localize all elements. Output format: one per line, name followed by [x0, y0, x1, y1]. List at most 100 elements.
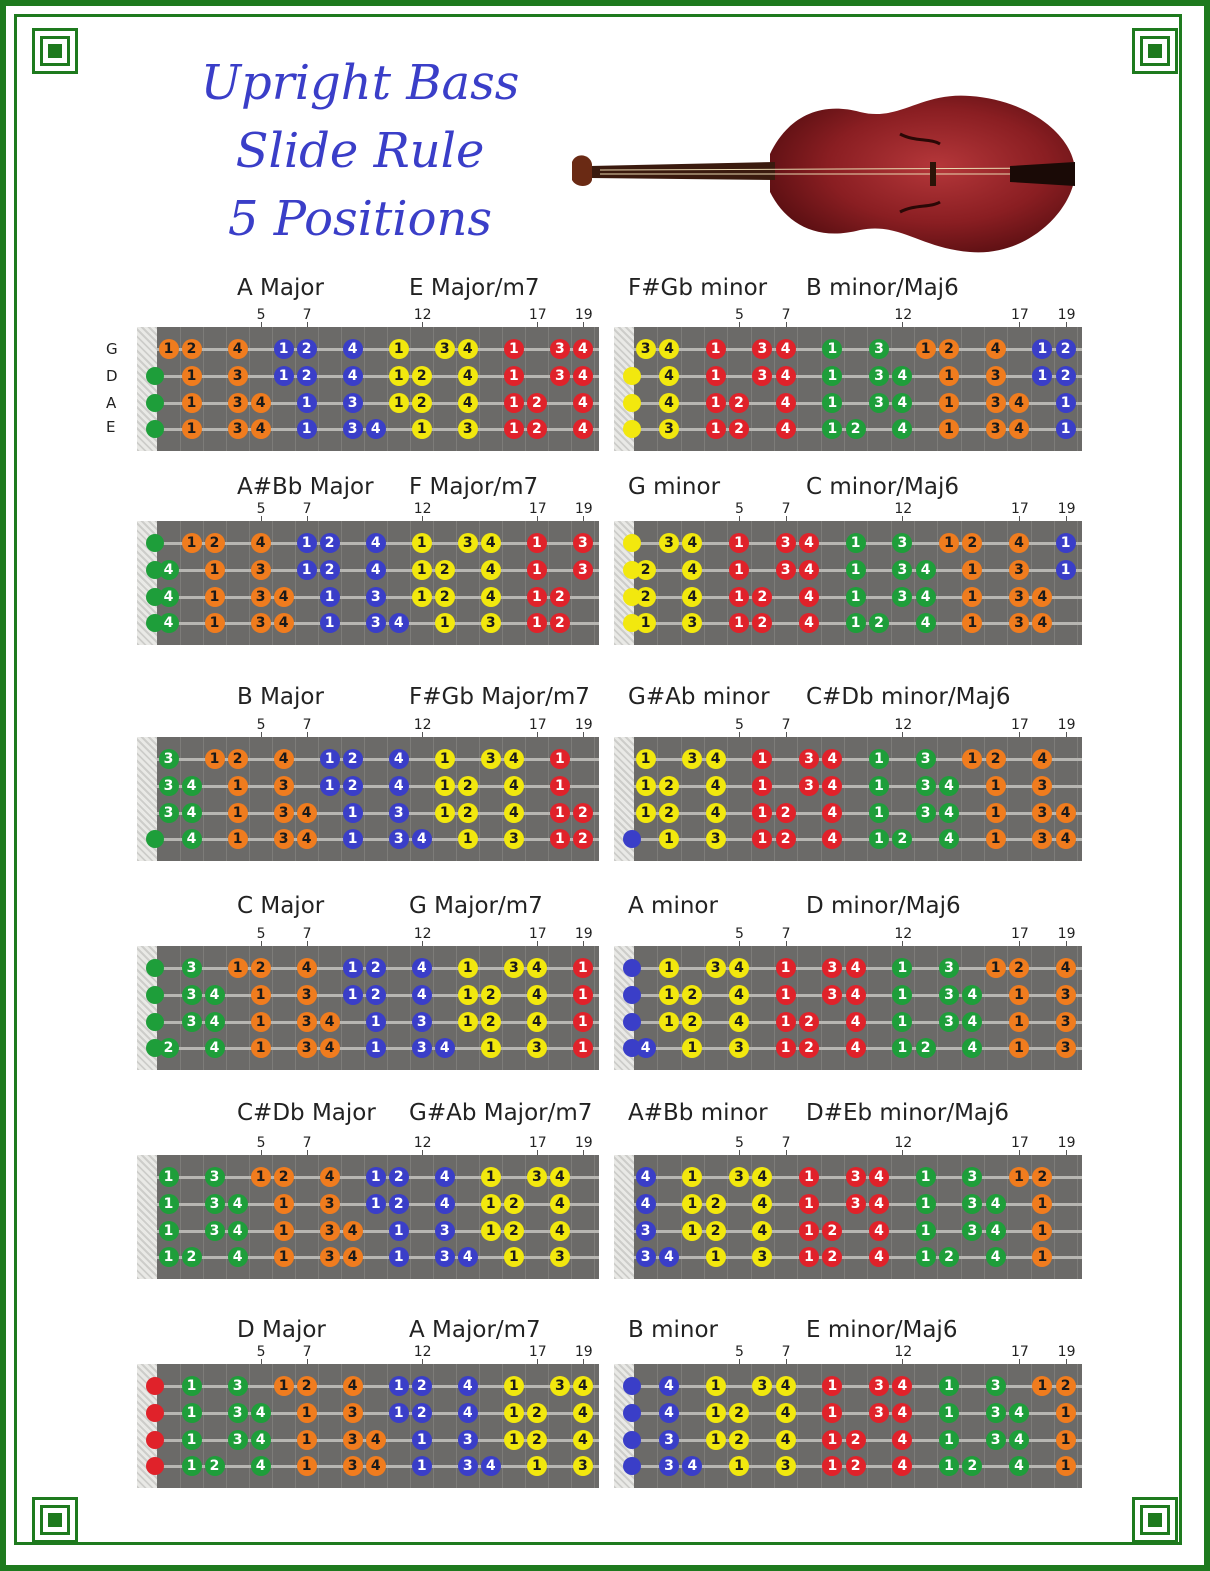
fret-line [180, 521, 182, 645]
note-dot: 4 [319, 1012, 340, 1032]
fret-line [1007, 1364, 1009, 1488]
note-dot: 3 [342, 1403, 363, 1423]
note-dot: 1 [1055, 533, 1076, 553]
fret-marker-tick [739, 322, 740, 328]
note-dot: 2 [296, 1376, 317, 1396]
note-dot: 1 [705, 419, 726, 439]
note-dot: 4 [1032, 613, 1053, 633]
fret-line [1007, 737, 1009, 861]
note-dot: 4 [705, 749, 726, 769]
note-dot: 2 [799, 1038, 819, 1058]
note-dot: 2 [388, 1194, 409, 1214]
note-dot: 4 [682, 1456, 703, 1476]
note-dot: 1 [181, 393, 202, 413]
note-dot: 1 [434, 803, 455, 823]
fret-marker-label: 12 [894, 501, 913, 517]
note-dot: 4 [342, 1247, 363, 1267]
fret-marker-tick [536, 1150, 538, 1156]
fret-line [502, 521, 504, 645]
note-dot: 1 [729, 560, 749, 580]
note-dot: 1 [273, 1247, 294, 1267]
fret-marker-label: 5 [256, 926, 266, 942]
note-dot: 3 [705, 829, 726, 849]
note-dot: 3 [158, 749, 179, 769]
note-dot: 1 [939, 366, 959, 386]
note-dot: 1 [705, 1247, 726, 1267]
fret-marker-label: 7 [781, 1344, 791, 1360]
fret-line [867, 1155, 869, 1279]
note-dot: 1 [1055, 393, 1076, 413]
fret-marker-label: 7 [302, 307, 312, 323]
note-dot: 1 [365, 1012, 386, 1032]
fret-line [937, 1364, 939, 1488]
fret-line [1077, 1155, 1079, 1279]
note-dot: 1 [480, 1038, 501, 1058]
fret-line [249, 737, 251, 861]
note-dot: 3 [869, 1376, 889, 1396]
fret-marker-tick [739, 1150, 740, 1156]
note-dot: 3 [869, 339, 889, 359]
note-dot: 2 [659, 803, 679, 823]
note-dot: 4 [752, 1167, 773, 1187]
string-line [157, 375, 599, 378]
fret-line [797, 1155, 799, 1279]
nut [614, 1155, 634, 1279]
note-dot: 2 [939, 339, 959, 359]
note-dot: 4 [526, 958, 547, 978]
note-dot: 4 [572, 393, 593, 413]
note-dot: 1 [845, 560, 866, 580]
note-dot: 4 [434, 1038, 455, 1058]
fret-marker-label: 12 [413, 1344, 432, 1360]
fret-line [341, 737, 343, 861]
note-dot: 1 [869, 829, 889, 849]
note-dot: 2 [682, 1012, 703, 1032]
note-dot: 4 [939, 776, 959, 796]
fret-line [479, 327, 481, 451]
note-dot: 4 [158, 613, 179, 633]
fret-line [594, 1155, 596, 1279]
note-dot: 1 [985, 776, 1006, 796]
note-dot: 1 [296, 1456, 317, 1476]
fret-marker-label: 12 [413, 1135, 432, 1151]
fret-marker-label: 7 [781, 307, 791, 323]
fret-marker-label: 12 [894, 717, 913, 733]
note-dot: 4 [659, 339, 679, 359]
note-dot: 4 [503, 749, 524, 769]
fret-line [867, 327, 869, 451]
note-dot: 2 [729, 393, 749, 413]
fret-line [456, 737, 458, 861]
fret-marker-tick [421, 1359, 423, 1365]
note-dot: 1 [705, 339, 726, 359]
note-dot: 4 [342, 366, 363, 386]
fret-line [1030, 521, 1032, 645]
note-dot: 4 [705, 776, 726, 796]
note-dot: 4 [1009, 1430, 1029, 1450]
note-dot: 1 [457, 1012, 478, 1032]
note-dot: 1 [319, 613, 340, 633]
note-dot: 2 [635, 587, 656, 607]
note-dot: 1 [526, 587, 547, 607]
fret-line [1077, 737, 1079, 861]
note-dot: 3 [526, 1167, 547, 1187]
fret-marker-tick [306, 941, 308, 947]
note-dot: 1 [682, 1167, 703, 1187]
note-dot: 4 [572, 366, 593, 386]
note-dot: 4 [939, 803, 959, 823]
note-dot: 2 [1055, 339, 1076, 359]
note-dot: 4 [181, 829, 202, 849]
fret-line [525, 737, 527, 861]
note-dot: 1 [250, 1167, 271, 1187]
fret-marker-tick [1065, 941, 1067, 947]
fret-line [387, 327, 389, 451]
fret-line [203, 327, 205, 451]
fret-line [704, 737, 705, 861]
fret-marker-tick [306, 516, 308, 522]
note-dot: 3 [158, 803, 179, 823]
fret-line [318, 1155, 320, 1279]
note-dot: 3 [273, 803, 294, 823]
note-dot: 4 [480, 533, 501, 553]
note-dot: 2 [411, 366, 432, 386]
note-dot: 3 [227, 419, 248, 439]
